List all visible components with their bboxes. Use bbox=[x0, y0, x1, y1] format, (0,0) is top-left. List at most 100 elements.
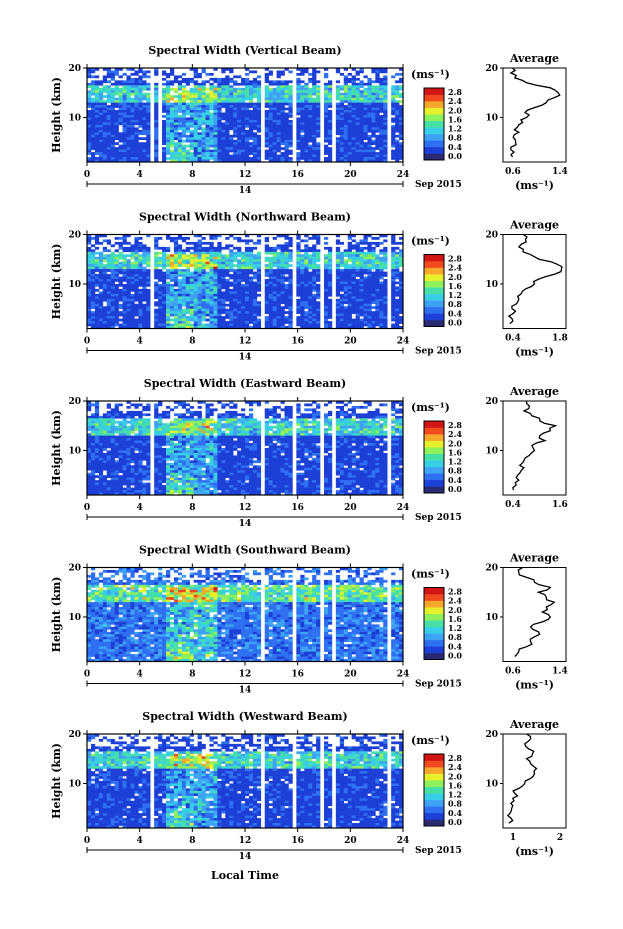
heatmap-cell bbox=[162, 110, 167, 113]
heatmap-cell bbox=[363, 122, 368, 126]
heatmap-cell bbox=[130, 251, 135, 255]
heatmap-cell bbox=[154, 157, 159, 160]
heatmap-cell bbox=[162, 159, 167, 163]
heatmap-cell bbox=[276, 97, 281, 101]
heatmap-cell bbox=[90, 256, 96, 260]
heatmap-cell bbox=[185, 321, 190, 324]
heatmap-cell bbox=[94, 274, 100, 277]
profile-x-label: (ms⁻¹) bbox=[515, 179, 554, 192]
heatmap-cell bbox=[189, 274, 194, 277]
heatmap-cell bbox=[280, 318, 285, 322]
heatmap-cell bbox=[173, 105, 179, 108]
heatmap-cell bbox=[197, 296, 202, 300]
heatmap-cell bbox=[106, 288, 111, 292]
heatmap-cell bbox=[351, 266, 356, 270]
heatmap-cell bbox=[252, 306, 258, 310]
x-tick-label: 12 bbox=[239, 337, 252, 347]
heatmap-cell bbox=[146, 303, 151, 307]
heatmap-cell bbox=[371, 85, 376, 89]
heatmap-cell bbox=[209, 298, 214, 302]
heatmap-cell bbox=[169, 95, 175, 98]
heatmap-cell bbox=[209, 301, 214, 305]
y-tick-label: 20 bbox=[68, 64, 81, 74]
heatmap-cell bbox=[379, 274, 384, 277]
heatmap-cell bbox=[308, 110, 313, 113]
heatmap-cell bbox=[355, 269, 360, 272]
heatmap-cell bbox=[110, 311, 115, 314]
heatmap-cell bbox=[363, 321, 368, 324]
heatmap-cell bbox=[181, 259, 187, 263]
heatmap-cell bbox=[130, 279, 135, 282]
heatmap-cell bbox=[205, 288, 210, 292]
heatmap-cell bbox=[248, 102, 254, 106]
heatmap-cell bbox=[213, 276, 218, 280]
heatmap-cell bbox=[201, 87, 206, 91]
heatmap-cell bbox=[142, 92, 147, 96]
heatmap-cell bbox=[87, 142, 92, 145]
heatmap-cell bbox=[229, 90, 234, 94]
heatmap-cell bbox=[197, 75, 202, 79]
heatmap-cell bbox=[343, 134, 348, 138]
profile-line bbox=[509, 67, 561, 158]
heatmap-cell bbox=[395, 134, 400, 138]
colorbar-swatch bbox=[424, 101, 444, 108]
heatmap-cell bbox=[395, 303, 400, 307]
heatmap-cell bbox=[367, 276, 372, 280]
heatmap-cell bbox=[237, 274, 242, 277]
heatmap-cell bbox=[391, 119, 396, 123]
heatmap-cell bbox=[379, 152, 384, 155]
heatmap-cell bbox=[122, 134, 127, 138]
heatmap-cell bbox=[237, 100, 242, 103]
heatmap-cell bbox=[237, 323, 242, 327]
heatmap-cell bbox=[367, 256, 372, 260]
heatmap-cell bbox=[213, 102, 218, 106]
heatmap-cell bbox=[138, 261, 143, 265]
heatmap-cell bbox=[181, 256, 187, 260]
heatmap-cell bbox=[90, 124, 96, 128]
heatmap-cell bbox=[399, 110, 404, 113]
heatmap-cell bbox=[181, 134, 187, 138]
heatmap-cell bbox=[205, 283, 210, 287]
heatmap-cell bbox=[308, 288, 313, 292]
heatmap-cell bbox=[118, 117, 123, 121]
heatmap-cell bbox=[213, 127, 218, 131]
heatmap-cell bbox=[367, 301, 372, 305]
heatmap-cell bbox=[221, 92, 226, 96]
heatmap-cell bbox=[221, 139, 226, 143]
heatmap-cell bbox=[276, 326, 281, 329]
heatmap-cell bbox=[98, 264, 104, 267]
heatmap-cell bbox=[276, 244, 281, 248]
heatmap-cell bbox=[363, 115, 368, 118]
heatmap-cell bbox=[248, 316, 254, 319]
heatmap-cell bbox=[327, 254, 333, 258]
heatmap-cell bbox=[158, 271, 163, 275]
heatmap-cell bbox=[343, 87, 348, 91]
heatmap-cell bbox=[308, 159, 313, 163]
heatmap-cell bbox=[197, 97, 202, 101]
heatmap-cell bbox=[126, 234, 131, 238]
heatmap-cell bbox=[229, 102, 234, 106]
heatmap-cell bbox=[245, 68, 250, 71]
heatmap-cell bbox=[383, 87, 388, 91]
heatmap-cell bbox=[316, 318, 321, 322]
heatmap-cell bbox=[134, 251, 139, 255]
heatmap-cell bbox=[304, 321, 309, 324]
heatmap-cell bbox=[383, 134, 388, 138]
heatmap-cell bbox=[138, 122, 143, 126]
heatmap-cell bbox=[327, 124, 333, 128]
heatmap-cell bbox=[142, 132, 147, 136]
heatmap-cell bbox=[185, 117, 190, 121]
heatmap-cell bbox=[312, 142, 317, 145]
heatmap-cell bbox=[217, 105, 222, 108]
heatmap-cell bbox=[276, 269, 281, 272]
heatmap-cell bbox=[351, 234, 356, 238]
heatmap-cell bbox=[217, 90, 222, 94]
heatmap-cell bbox=[245, 276, 250, 280]
heatmap-cell bbox=[304, 259, 309, 263]
heatmap-cell bbox=[272, 152, 277, 155]
heatmap-cell bbox=[351, 112, 356, 116]
heatmap-cell bbox=[312, 112, 317, 116]
heatmap-cell bbox=[300, 286, 305, 290]
heatmap-cell bbox=[359, 281, 364, 285]
heatmap-cell bbox=[347, 293, 352, 297]
